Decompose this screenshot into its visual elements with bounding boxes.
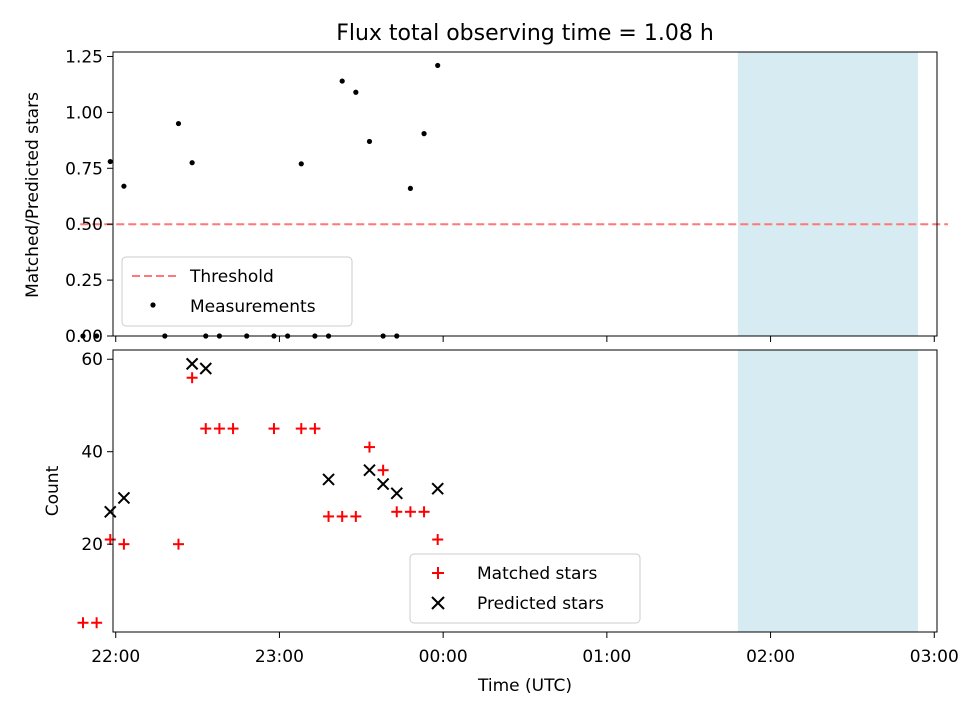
top-axes-frame — [112, 51, 938, 337]
legend-measurements-label: Measurements — [190, 297, 316, 317]
matched-star-point — [418, 506, 430, 518]
predicted-star-point — [322, 473, 335, 486]
legend-matched-label: Matched stars — [477, 564, 597, 584]
measurement-point — [366, 138, 373, 145]
measurement-point — [298, 161, 304, 167]
predicted-points — [104, 357, 444, 519]
matched-points — [77, 372, 444, 629]
matched-star-point — [172, 538, 184, 550]
bottom-axes-frame — [112, 349, 938, 633]
top-panel: 0.00 0.25 0.50 0.75 1.00 1.25 Matched/Predict… — [23, 47, 948, 347]
bottom-y-ticks: 20 40 60 — [81, 350, 113, 555]
matched-star-point — [350, 510, 362, 522]
bottom-legend: Matched stars Predicted stars — [409, 553, 641, 624]
x-axis-label: Time (UTC) — [477, 676, 572, 696]
matched-star-point — [336, 510, 348, 522]
top-legend-box — [121, 256, 353, 327]
predicted-star-point — [363, 463, 376, 477]
y-tick-label: 0.75 — [65, 159, 103, 179]
bottom-legend-box — [409, 553, 641, 624]
x-tick-label: 22:00 — [91, 647, 140, 667]
measurement-point — [421, 131, 427, 137]
y-tick-label: 20 — [81, 535, 103, 555]
matched-star-point — [104, 534, 116, 546]
matched-star-point — [186, 372, 198, 384]
bottom-y-axis-label: Count — [43, 465, 63, 516]
y-tick-label: 0.25 — [65, 271, 103, 291]
matched-star-point — [309, 423, 321, 435]
measurement-point — [353, 89, 359, 95]
matched-star-point — [432, 534, 444, 546]
matched-star-point — [118, 538, 130, 550]
predicted-star-point — [390, 487, 403, 500]
y-tick-label: 0.50 — [65, 215, 103, 235]
y-tick-label: 60 — [81, 350, 103, 370]
measurement-point — [189, 160, 195, 166]
measurement-point — [175, 120, 182, 127]
bottom-highlight-band — [737, 350, 918, 632]
legend-predicted-label: Predicted stars — [477, 594, 604, 614]
y-tick-label: 1.25 — [65, 47, 103, 67]
measurement-point — [121, 183, 127, 189]
matched-star-point — [323, 510, 335, 522]
matched-star-point — [77, 617, 89, 629]
measurement-point — [107, 158, 113, 165]
matched-star-point — [200, 423, 212, 435]
top-y-ticks: 0.00 0.25 0.50 0.75 1.00 1.25 — [65, 47, 113, 347]
matched-star-point — [391, 506, 403, 518]
legend-measurements-swatch — [150, 302, 156, 308]
x-tick-label: 03:00 — [910, 647, 959, 667]
matched-star-point — [91, 617, 103, 629]
legend-matched-swatch — [432, 567, 444, 579]
predicted-star-point — [185, 357, 199, 371]
top-legend: Threshold Measurements — [121, 256, 353, 327]
predicted-star-point — [104, 505, 117, 519]
bottom-panel: 20 40 60 22:00 23:00 00:00 01:00 02:00 03:00 Co… — [43, 349, 959, 696]
top-y-axis-label: Matched/Predicted stars — [23, 92, 43, 298]
predicted-star-point — [376, 477, 390, 491]
matched-star-point — [227, 423, 239, 435]
top-x-ticks — [115, 336, 935, 342]
top-highlight-band — [737, 52, 918, 336]
matched-star-point — [268, 423, 280, 435]
x-tick-label: 23:00 — [255, 647, 304, 667]
matched-star-point — [213, 423, 225, 435]
measurement-point — [407, 185, 414, 192]
legend-predicted-swatch — [431, 596, 445, 610]
predicted-star-point — [431, 482, 444, 495]
x-tick-label: 02:00 — [746, 647, 795, 667]
x-tick-label: 00:00 — [419, 647, 468, 667]
measurement-point — [435, 62, 441, 69]
matched-star-point — [295, 423, 307, 435]
legend-threshold-label: Threshold — [189, 267, 274, 287]
matched-star-point — [404, 506, 416, 518]
matched-star-point — [363, 441, 375, 453]
x-tick-label: 01:00 — [582, 647, 631, 667]
predicted-star-point — [117, 491, 131, 505]
measurement-point — [80, 333, 86, 339]
predicted-star-point — [199, 362, 212, 375]
matched-star-point — [377, 464, 389, 476]
y-tick-label: 0.00 — [65, 327, 103, 347]
bottom-x-ticks: 22:00 23:00 00:00 01:00 02:00 03:00 — [91, 632, 959, 667]
y-tick-label: 40 — [81, 443, 103, 463]
measurement-point — [94, 333, 100, 339]
chart-title: Flux total observing time = 1.08 h — [336, 21, 714, 46]
measurement-point — [339, 78, 345, 84]
y-tick-label: 1.00 — [65, 103, 103, 123]
